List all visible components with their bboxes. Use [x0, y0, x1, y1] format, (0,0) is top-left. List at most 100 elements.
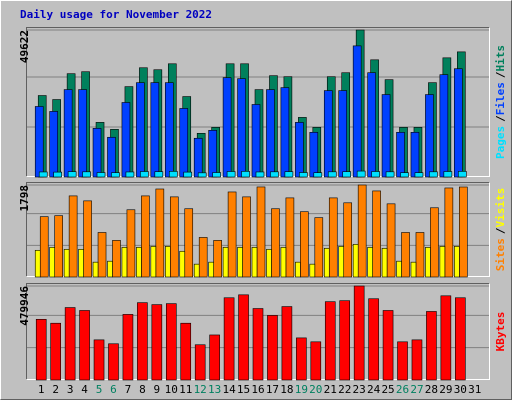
- bar: [222, 77, 232, 178]
- x-tick-label: 17: [266, 383, 279, 396]
- bar: [125, 171, 135, 178]
- bar: [284, 171, 294, 178]
- bar: [295, 261, 301, 278]
- bar: [136, 247, 142, 278]
- bar: [352, 244, 359, 278]
- x-tick-label: 26: [396, 383, 409, 396]
- bar: [356, 170, 366, 178]
- bar: [459, 186, 468, 278]
- x-tick-label: 8: [139, 383, 146, 396]
- bar: [183, 171, 193, 178]
- bar: [353, 285, 365, 381]
- bar: [328, 197, 338, 278]
- bar: [165, 303, 177, 381]
- bar: [410, 261, 417, 278]
- bar: [226, 171, 236, 178]
- x-tick-label: 6: [110, 383, 117, 396]
- bar: [309, 132, 319, 178]
- legend-entry: Hits: [494, 45, 507, 72]
- bar: [411, 339, 423, 381]
- bar: [314, 217, 324, 278]
- bar: [208, 261, 214, 278]
- bar: [339, 300, 351, 381]
- bar: [385, 171, 395, 178]
- bar: [96, 172, 106, 178]
- x-tick-label: 28: [425, 383, 438, 396]
- x-tick-label: 20: [309, 383, 322, 396]
- bar: [296, 337, 307, 381]
- bar: [338, 246, 345, 278]
- bar: [122, 314, 134, 381]
- bar: [367, 247, 373, 278]
- bar: [35, 318, 47, 381]
- bar: [164, 246, 171, 278]
- bar: [237, 78, 246, 178]
- bar: [458, 171, 467, 178]
- panel-bevel-dark: [26, 182, 490, 277]
- x-tick-label: 3: [67, 383, 74, 396]
- x-tick-label: 14: [222, 383, 236, 396]
- bar: [198, 237, 208, 278]
- bar: [107, 260, 113, 278]
- x-tick-label: 7: [125, 383, 132, 396]
- bar: [267, 315, 278, 381]
- bar: [255, 171, 265, 178]
- bar: [343, 202, 353, 278]
- bar: [137, 302, 148, 381]
- bar: [430, 207, 439, 278]
- bar: [371, 171, 380, 178]
- x-tick-label: 18: [280, 383, 293, 396]
- bar: [63, 89, 73, 178]
- bar: [223, 297, 235, 381]
- x-tick-label: 15: [237, 383, 250, 396]
- bar: [227, 191, 237, 278]
- bar: [136, 82, 145, 178]
- bar: [140, 171, 149, 178]
- bar: [251, 247, 258, 278]
- bar: [93, 339, 105, 381]
- bar: [54, 215, 63, 278]
- x-tick-label: 23: [353, 383, 366, 396]
- bar: [386, 203, 396, 278]
- bar: [208, 130, 217, 178]
- bar: [68, 195, 78, 278]
- bar: [209, 334, 220, 381]
- bar: [184, 208, 194, 278]
- bar: [49, 111, 58, 178]
- legend-entry: Visits: [494, 188, 507, 228]
- bar: [440, 295, 452, 381]
- bar: [92, 128, 102, 178]
- bar: [401, 232, 410, 278]
- legend-entry: KBytes: [494, 312, 507, 352]
- bar: [342, 171, 352, 178]
- chart-title: Daily usage for November 2022: [20, 8, 212, 21]
- bar: [281, 306, 293, 381]
- bar: [150, 82, 160, 178]
- x-tick-label: 9: [154, 383, 161, 396]
- x-tick-label: 12: [194, 383, 207, 396]
- bar: [323, 247, 330, 278]
- bar: [266, 89, 275, 178]
- bar: [194, 344, 206, 381]
- panel-bevel-dark: [26, 283, 490, 380]
- legend: Sites /Visits: [494, 188, 507, 272]
- bar: [50, 322, 61, 381]
- legend: Pages/Files/Hits: [494, 45, 507, 159]
- bar: [179, 250, 186, 278]
- bar: [410, 132, 420, 178]
- bar: [97, 232, 107, 278]
- y-tick-label: 1798: [18, 185, 31, 212]
- bar: [425, 94, 434, 178]
- bar: [222, 247, 229, 278]
- bar: [414, 172, 424, 178]
- bar: [271, 208, 280, 278]
- y-tick-label: 479946: [18, 286, 31, 326]
- bar: [429, 171, 438, 178]
- bar: [212, 172, 221, 178]
- bar: [425, 247, 431, 278]
- bar: [213, 240, 222, 278]
- x-tick-label: 30: [454, 383, 467, 396]
- bar: [92, 261, 99, 278]
- bar: [141, 195, 150, 278]
